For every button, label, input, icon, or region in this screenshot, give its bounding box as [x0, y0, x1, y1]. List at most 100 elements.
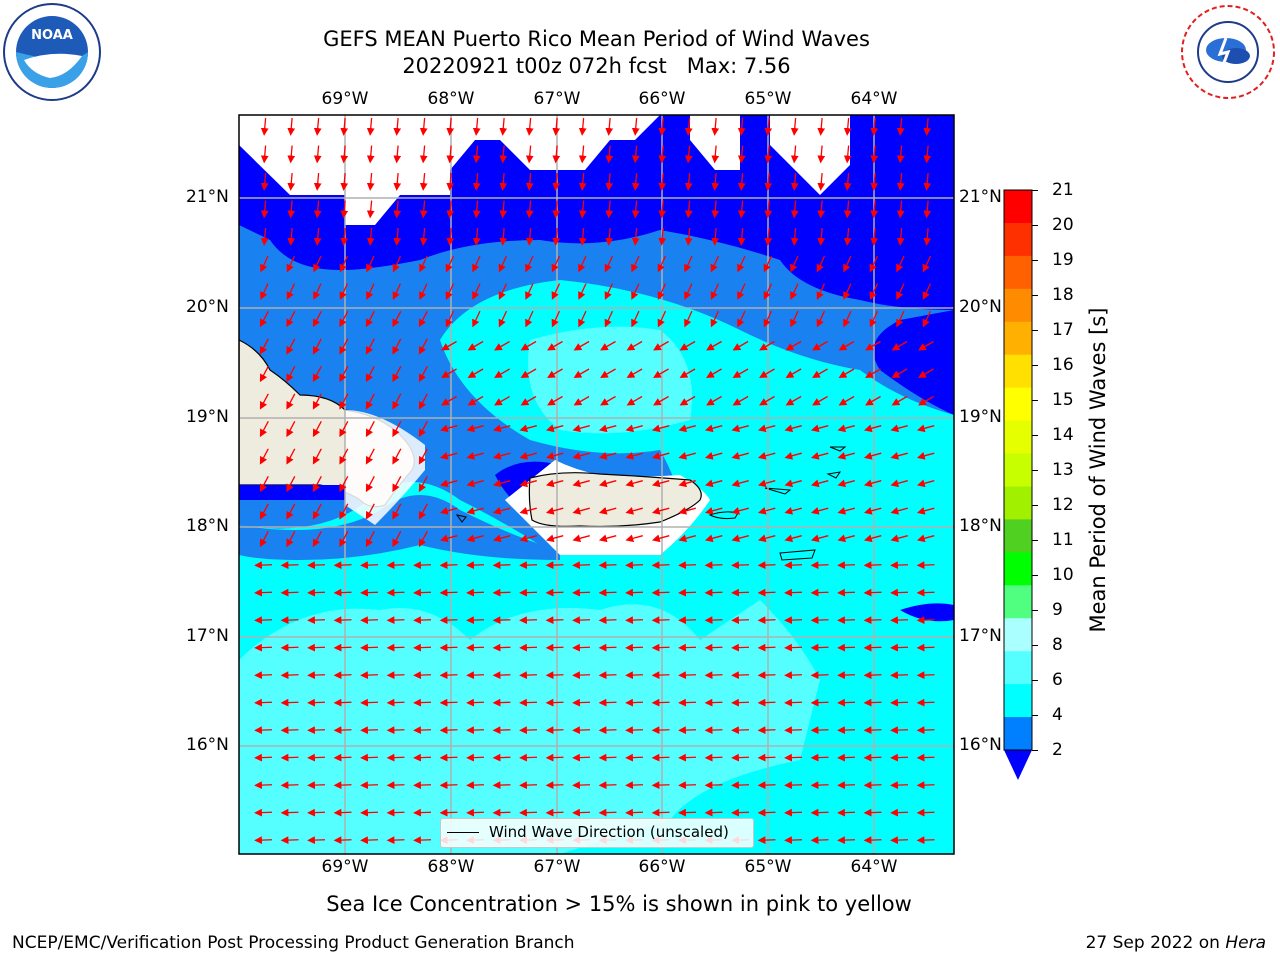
wind-wave-arrow [790, 283, 799, 300]
colorbar-tick-label: 10 [1052, 565, 1074, 585]
colorbar-tick [1032, 225, 1038, 226]
wind-wave-arrow [784, 534, 802, 543]
wind-wave-arrow [759, 340, 775, 351]
wind-wave-arrow [286, 503, 296, 520]
wind-wave-arrow [711, 227, 720, 246]
wind-wave-arrow [816, 283, 826, 300]
wind-wave-arrow [843, 172, 852, 191]
wind-wave-arrow [678, 452, 696, 460]
wind-wave-arrow [365, 448, 375, 465]
wind-wave-arrow [763, 283, 773, 300]
wind-wave-arrow [287, 200, 296, 219]
wind-wave-arrow [259, 338, 269, 355]
legend-label: Wind Wave Direction (unscaled) [489, 823, 729, 841]
lon-label-bottom: 65°W [744, 857, 792, 877]
wind-wave-arrow [869, 255, 879, 273]
wind-wave-arrow [785, 368, 802, 378]
wind-wave-arrow [896, 117, 905, 136]
wind-wave-arrow [393, 117, 402, 136]
wind-wave-arrow [392, 448, 402, 465]
wind-wave-arrow [340, 200, 349, 219]
wind-wave-arrow [737, 255, 746, 273]
chart-title: GEFS MEAN Puerto Rico Mean Period of Win… [323, 27, 870, 51]
wind-wave-arrow [286, 366, 296, 383]
wind-wave-arrow [499, 145, 508, 164]
wind-wave-arrow [865, 395, 881, 406]
wind-wave-arrow [472, 227, 481, 246]
wind-wave-arrow [757, 424, 776, 433]
wind-wave-arrow [731, 534, 749, 543]
wind-wave-arrow [365, 366, 375, 383]
wind-wave-arrow [287, 117, 296, 136]
wind-wave-arrow [340, 145, 349, 164]
wind-wave-arrow [604, 283, 614, 300]
colorbar-label: Mean Period of Wind Waves [s] [1086, 307, 1110, 633]
wind-wave-arrow [286, 531, 296, 548]
wind-wave-arrow [419, 145, 428, 164]
st-croix [779, 549, 816, 561]
wind-wave-arrow [519, 424, 537, 433]
wind-wave-arrow [923, 172, 932, 191]
wind-wave-arrow [784, 507, 802, 515]
wind-wave-arrow [916, 424, 935, 433]
wind-wave-arrow [366, 172, 375, 191]
colorbar-segment [1004, 585, 1032, 619]
wind-wave-arrow [312, 448, 322, 465]
wind-wave-arrow [653, 368, 669, 378]
wind-wave-arrow [312, 421, 322, 438]
wind-wave-arrow [466, 534, 484, 543]
wind-wave-arrow [626, 340, 643, 351]
wind-wave-arrow [365, 531, 375, 548]
wind-wave-arrow [286, 421, 296, 438]
wind-wave-arrow [923, 200, 932, 219]
wind-wave-arrow [572, 507, 590, 515]
chart-subtitle: 20220921 t00z 072h fcst Max: 7.56 [402, 54, 791, 78]
wind-wave-arrow [339, 338, 349, 355]
wind-wave-arrow [578, 172, 587, 191]
wind-wave-arrow [312, 366, 322, 383]
colorbar-tick [1032, 435, 1038, 436]
wind-wave-arrow [418, 531, 428, 548]
wind-wave-arrow [466, 424, 484, 433]
colorbar-tick-label: 13 [1052, 460, 1074, 480]
wind-wave-arrow [578, 145, 587, 164]
wind-wave-arrow [578, 310, 587, 328]
wind-wave-arrow [525, 227, 534, 246]
wind-wave-arrow [392, 476, 402, 493]
wind-wave-arrow [764, 117, 773, 136]
wind-wave-arrow [790, 172, 799, 191]
wind-wave-arrow [547, 395, 563, 406]
wind-wave-arrow [626, 395, 643, 406]
wind-wave-arrow [625, 479, 643, 488]
wind-wave-arrow [737, 200, 746, 219]
wind-wave-arrow [918, 395, 934, 406]
wind-wave-arrow [467, 340, 484, 351]
wind-wave-arrow [890, 452, 908, 460]
wind-wave-arrow [605, 227, 614, 246]
wind-wave-arrow [631, 172, 640, 191]
colorbar-tick-label: 8 [1052, 635, 1063, 655]
wind-wave-arrow [578, 255, 587, 273]
wind-wave-arrow [498, 283, 508, 300]
wind-wave-arrow [631, 227, 640, 246]
colorbar-tick-label: 20 [1052, 215, 1074, 235]
wind-wave-arrow [260, 227, 269, 246]
wind-wave-arrow [499, 117, 508, 136]
wind-wave-arrow [578, 283, 587, 300]
wind-wave-arrow [759, 395, 775, 406]
wind-wave-arrow [837, 424, 855, 433]
wind-wave-arrow [418, 311, 428, 328]
wind-wave-arrow [366, 117, 375, 136]
wind-wave-arrow [843, 200, 852, 219]
wind-wave-arrow [492, 452, 511, 460]
wind-wave-arrow [366, 145, 375, 164]
wind-wave-arrow [816, 255, 826, 273]
wind-wave-arrow [339, 503, 349, 520]
wind-wave-arrow [472, 172, 481, 191]
lon-label-bottom: 68°W [427, 857, 475, 877]
noaa-logo: NOAA [3, 3, 101, 101]
wind-wave-arrow [392, 503, 402, 520]
wind-wave-arrow [445, 310, 455, 328]
wind-wave-arrow [551, 310, 561, 328]
wind-wave-arrow [572, 479, 590, 488]
